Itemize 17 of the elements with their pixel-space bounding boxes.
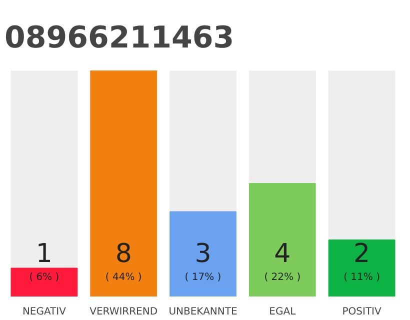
annotation: ( 22% )	[264, 272, 301, 283]
x-tick-label: NEGATIV	[22, 306, 66, 318]
bar	[10, 268, 78, 296]
data-label: 1	[36, 239, 52, 269]
chart-title: 08966211463	[4, 20, 234, 56]
x-tick-label: UNBEKANNTE	[168, 306, 238, 318]
data-label: 3	[194, 239, 212, 269]
x-tick-label: EGAL	[269, 306, 296, 318]
annotation: ( 6% )	[29, 272, 60, 283]
annotation: ( 17% )	[184, 272, 222, 283]
x-tick-label: VERWIRREND	[90, 306, 158, 318]
annotation: ( 11% )	[344, 272, 380, 283]
annotation: ( 44% )	[105, 272, 142, 283]
x-tick-label: POSITIV	[342, 306, 382, 318]
data-label: 2	[354, 239, 370, 269]
data-label: 4	[274, 239, 291, 269]
data-label: 8	[115, 239, 132, 269]
